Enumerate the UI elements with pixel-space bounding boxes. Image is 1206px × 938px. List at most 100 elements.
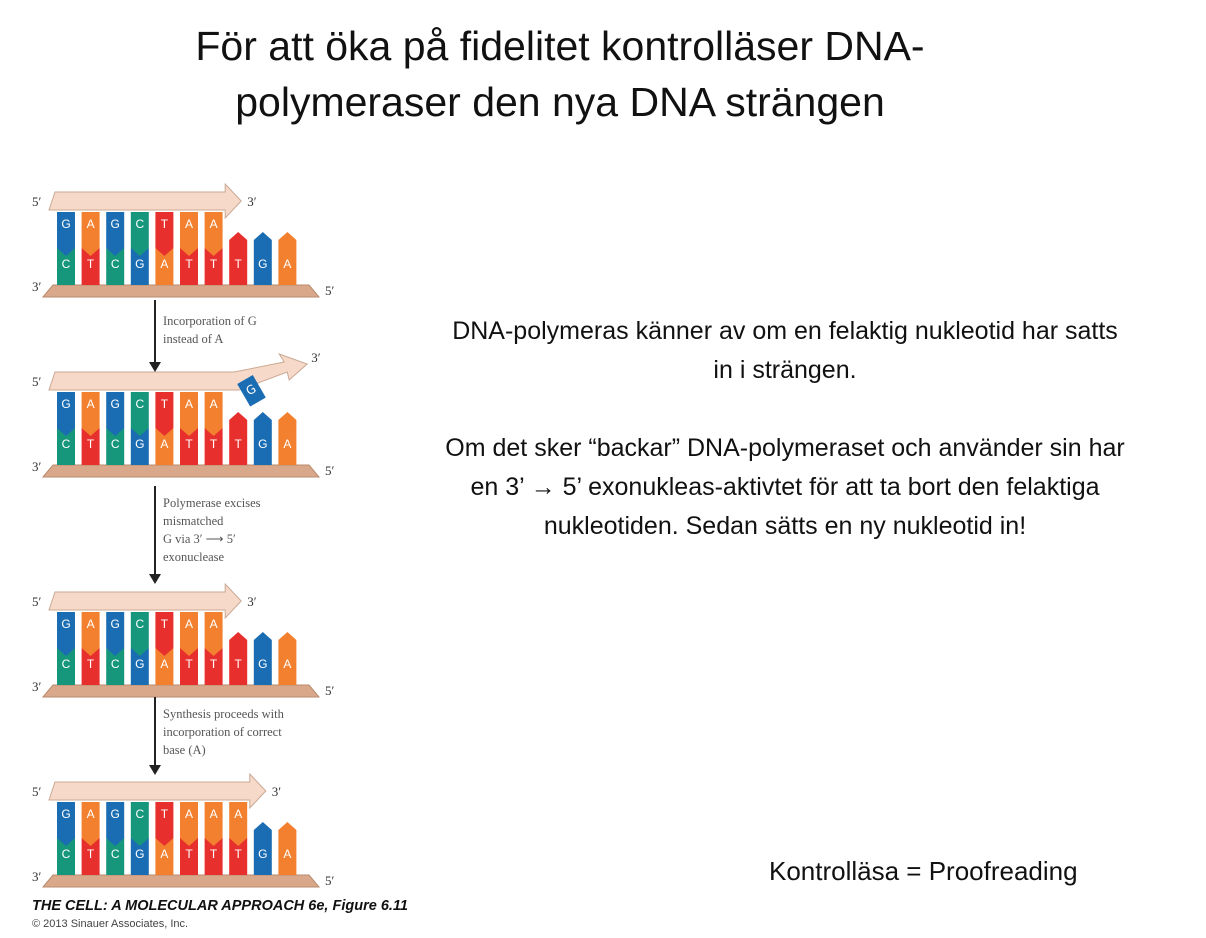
template-base-letter: A: [283, 657, 291, 671]
slide-title: För att öka på fidelitet kontrolläser DN…: [60, 18, 1060, 130]
new-base-letter: A: [210, 617, 218, 631]
template-base-letter: C: [111, 657, 120, 671]
template-base-A: [278, 822, 297, 875]
template-base-letter: T: [185, 847, 193, 861]
new-base-A: [81, 802, 100, 846]
mismatched-base-block: [237, 375, 266, 407]
end-label-3prime: 3′: [247, 194, 257, 209]
new-base-G: [106, 212, 125, 256]
new-base-A: [81, 212, 100, 256]
new-base-letter: T: [161, 617, 169, 631]
template-base-letter: G: [135, 437, 144, 451]
new-base-letter: A: [210, 397, 218, 411]
template-base-letter: G: [258, 847, 267, 861]
new-base-letter: G: [61, 397, 70, 411]
new-base-A: [180, 212, 198, 256]
figure-copyright: © 2013 Sinauer Associates, Inc.: [32, 918, 189, 930]
new-base-letter: C: [135, 397, 144, 411]
template-strand-backbone: [41, 284, 321, 298]
template-strand-backbone: [41, 464, 321, 478]
new-base-G: [106, 612, 125, 656]
step-arrowhead-2: [149, 574, 161, 584]
template-base-letter: T: [87, 657, 95, 671]
new-base-C: [130, 802, 149, 846]
new-base-A: [180, 802, 198, 846]
new-base-T: [155, 802, 174, 846]
template-base-letter: T: [235, 437, 243, 451]
new-base-G: [106, 802, 125, 846]
new-base-A: [180, 612, 198, 656]
end-label-5prime: 5′: [325, 463, 335, 478]
template-base-letter: T: [235, 847, 243, 861]
title-line-1: För att öka på fidelitet kontrolläser DN…: [195, 23, 925, 69]
end-label-5prime: 5′: [32, 194, 42, 209]
new-base-letter: A: [210, 807, 218, 821]
template-base-T: [229, 632, 248, 685]
new-base-T: [155, 612, 174, 656]
end-label-3prime: 3′: [247, 594, 257, 609]
new-base-letter: A: [87, 807, 95, 821]
template-base-letter: A: [160, 257, 168, 271]
title-line-2: polymeraser den nya DNA strängen: [235, 79, 885, 125]
template-base-letter: T: [87, 437, 95, 451]
new-base-letter: T: [161, 807, 169, 821]
new-base-T: [155, 392, 174, 436]
new-base-letter: C: [135, 617, 144, 631]
new-base-letter: A: [185, 807, 193, 821]
new-base-A: [81, 612, 100, 656]
template-strand-backbone: [41, 874, 321, 888]
end-label-3prime: 3′: [32, 279, 42, 294]
template-base-T: [229, 412, 248, 465]
template-base-letter: T: [210, 657, 218, 671]
template-base-letter: C: [62, 257, 71, 271]
template-base-letter: A: [283, 437, 291, 451]
step-arrowhead-1: [149, 362, 161, 372]
new-base-letter: A: [185, 617, 193, 631]
new-base-G: [57, 802, 75, 846]
new-base-letter: G: [111, 617, 120, 631]
end-label-5prime: 5′: [325, 873, 335, 888]
new-base-A: [81, 392, 100, 436]
new-base-A: [229, 802, 248, 846]
template-base-letter: C: [111, 257, 120, 271]
proofreading-diagram: 3′ 5′ 3′ 5′ C T C G A T T T G A G A G C T A A 3′ 5′ 3′ 5′ C T C G A T T…: [32, 182, 335, 888]
new-base-letter: A: [185, 217, 193, 231]
end-label-3prime: 3′: [311, 350, 321, 365]
new-base-T: [155, 212, 174, 256]
template-base-letter: A: [160, 847, 168, 861]
template-base-letter: T: [210, 257, 218, 271]
new-base-C: [130, 612, 149, 656]
template-base-letter: C: [111, 437, 120, 451]
template-base-letter: G: [135, 847, 144, 861]
template-base-letter: C: [111, 847, 120, 861]
template-base-letter: T: [235, 257, 243, 271]
template-base-letter: T: [185, 257, 193, 271]
new-base-A: [204, 392, 223, 436]
end-label-5prime: 5′: [325, 283, 335, 298]
new-base-letter: T: [161, 397, 169, 411]
new-base-letter: A: [87, 617, 95, 631]
figure-credit: THE CELL: A MOLECULAR APPROACH 6e, Figur…: [32, 898, 408, 914]
mismatched-base-G: G: [237, 375, 266, 407]
new-base-letter: G: [111, 397, 120, 411]
new-base-G: [106, 392, 125, 436]
new-base-letter: G: [61, 807, 70, 821]
template-base-letter: A: [160, 657, 168, 671]
template-base-letter: G: [135, 257, 144, 271]
template-base-letter: A: [283, 847, 291, 861]
end-label-3prime: 3′: [32, 459, 42, 474]
template-base-letter: T: [87, 847, 95, 861]
step-label-3: Synthesis proceeds with incorporation of…: [163, 707, 284, 757]
new-base-letter: A: [87, 217, 95, 231]
new-strand-arrow: [48, 582, 242, 620]
step-label-2: Polymerase excises mismatched G via 3′ ⟶…: [163, 496, 261, 564]
template-base-G: [253, 412, 272, 465]
template-base-letter: T: [235, 657, 243, 671]
new-strand-arrow: [48, 353, 309, 391]
end-label-5prime: 5′: [32, 374, 42, 389]
new-base-A: [204, 802, 223, 846]
template-base-A: [278, 412, 297, 465]
template-base-letter: G: [258, 257, 267, 271]
new-base-C: [130, 392, 149, 436]
new-base-A: [204, 612, 223, 656]
